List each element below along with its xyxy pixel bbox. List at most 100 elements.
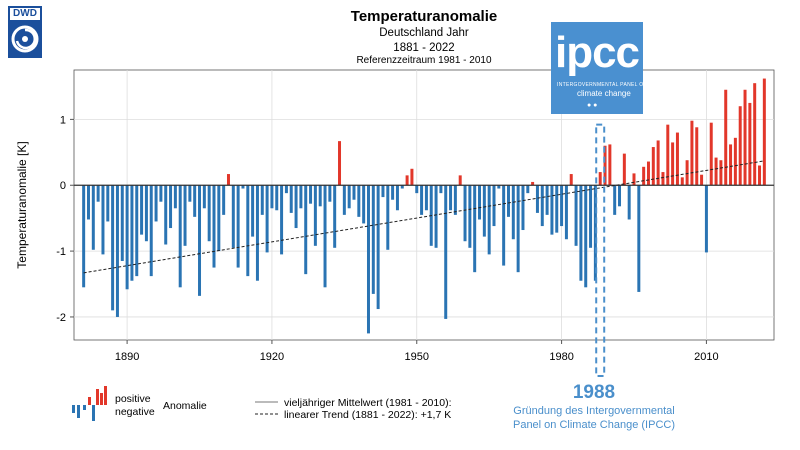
bar-1985 <box>584 185 588 288</box>
bar-2012 <box>714 157 718 186</box>
bar-1968 <box>502 185 506 266</box>
bar-1956 <box>444 185 448 319</box>
bar-2017 <box>738 106 742 186</box>
bar-1978 <box>550 185 554 235</box>
bar-1936 <box>347 185 351 209</box>
bar-1882 <box>86 185 90 220</box>
y-tick-label: -1 <box>56 246 66 258</box>
dwd-logo: DWD <box>8 6 42 58</box>
bar-1979 <box>555 185 559 233</box>
bar-2021 <box>758 165 762 186</box>
bar-1912 <box>231 185 235 248</box>
ipcc-logo-line-1: INTERGOVERNMENTAL PANEL ON <box>557 82 648 88</box>
bar-2011 <box>709 122 713 186</box>
bar-1916 <box>251 185 255 237</box>
bar-1915 <box>246 185 250 277</box>
x-tick-label: 1980 <box>549 351 573 363</box>
legend-pos-bar <box>104 386 107 405</box>
bar-1973 <box>526 185 530 194</box>
bar-1965 <box>487 185 491 255</box>
x-tick-label: 1890 <box>115 351 139 363</box>
legend-neg-bar <box>77 405 80 418</box>
bar-1895 <box>149 185 153 277</box>
bar-1925 <box>294 185 298 229</box>
bar-series <box>82 78 766 334</box>
bar-1943 <box>381 185 385 198</box>
bar-1884 <box>96 185 100 202</box>
bar-1923 <box>284 185 288 194</box>
bar-1945 <box>391 185 395 200</box>
y-tick-label: 1 <box>60 114 66 126</box>
bar-1920 <box>270 185 274 209</box>
bar-1946 <box>395 185 399 211</box>
bar-1896 <box>154 185 158 222</box>
bar-1944 <box>386 185 390 250</box>
ipcc-logo-line-2: climate change <box>577 89 631 98</box>
y-axis-ticks: -2 -1 0 1 <box>56 114 74 324</box>
bar-1958 <box>453 185 457 215</box>
bar-1910 <box>222 185 226 215</box>
bar-1906 <box>202 185 206 209</box>
bar-1983 <box>574 185 578 246</box>
bar-2003 <box>671 142 675 186</box>
bar-1960 <box>463 185 467 242</box>
bar-1977 <box>545 185 549 215</box>
bar-2004 <box>675 132 679 186</box>
bar-1887 <box>111 185 115 311</box>
bar-1972 <box>521 185 525 231</box>
chart-subtitle-region: Deutschland Jahr <box>379 27 469 39</box>
bar-1901 <box>178 185 182 288</box>
bar-1913 <box>236 185 240 268</box>
legend-pos-bar <box>100 393 103 405</box>
x-tick-label: 1950 <box>405 351 429 363</box>
bar-2008 <box>695 127 699 186</box>
bar-1975 <box>535 185 539 213</box>
bar-1908 <box>212 185 216 268</box>
bar-2005 <box>680 177 684 186</box>
bar-1928 <box>309 185 313 204</box>
bar-1982 <box>569 174 573 186</box>
bar-1881 <box>82 185 86 288</box>
bar-1974 <box>531 181 535 186</box>
bar-1949 <box>410 168 414 186</box>
bar-1892 <box>135 185 139 277</box>
chart-subtitle-period: 1881 - 2022 <box>393 42 454 54</box>
y-axis-label: Temperaturanomalie [K] <box>15 141 29 268</box>
bar-1996 <box>637 185 641 292</box>
bar-1924 <box>289 185 293 213</box>
bar-1957 <box>449 185 453 211</box>
bar-1922 <box>280 185 284 255</box>
bar-1969 <box>506 185 510 217</box>
bar-1998 <box>646 161 650 186</box>
bar-1961 <box>468 185 472 248</box>
bar-1886 <box>106 185 110 222</box>
bar-1911 <box>226 174 230 186</box>
bar-1927 <box>304 185 308 275</box>
bar-1931 <box>323 185 327 288</box>
bar-1930 <box>318 185 322 207</box>
ipcc-logo: ipcc INTERGOVERNMENTAL PANEL ON climate … <box>551 22 648 114</box>
bar-1939 <box>362 185 366 224</box>
bar-1970 <box>511 185 515 240</box>
bar-1894 <box>144 185 148 242</box>
bar-1993 <box>622 153 626 186</box>
bar-1994 <box>627 185 631 220</box>
bar-2010 <box>704 185 708 253</box>
bar-2006 <box>685 160 689 186</box>
bar-1980 <box>560 185 564 227</box>
bar-1988 <box>598 172 602 186</box>
bar-1937 <box>352 185 356 200</box>
bar-2000 <box>656 140 660 186</box>
y-tick-label: -2 <box>56 312 66 324</box>
bar-1909 <box>217 185 221 252</box>
bar-1885 <box>101 185 105 255</box>
bar-1934 <box>338 141 342 186</box>
plot-frame <box>73 69 775 341</box>
un-emblems-icon: ● ● <box>587 102 598 109</box>
bar-1888 <box>115 185 119 317</box>
x-axis-ticks: 1890 1920 1950 1980 2010 <box>115 340 719 363</box>
chart-subtitle-reference: Referenzzeitraum 1981 - 2010 <box>356 55 492 66</box>
bar-1995 <box>632 173 636 186</box>
legend-mean-label: vieljähriger Mittelwert (1981 - 2010): <box>284 397 452 409</box>
